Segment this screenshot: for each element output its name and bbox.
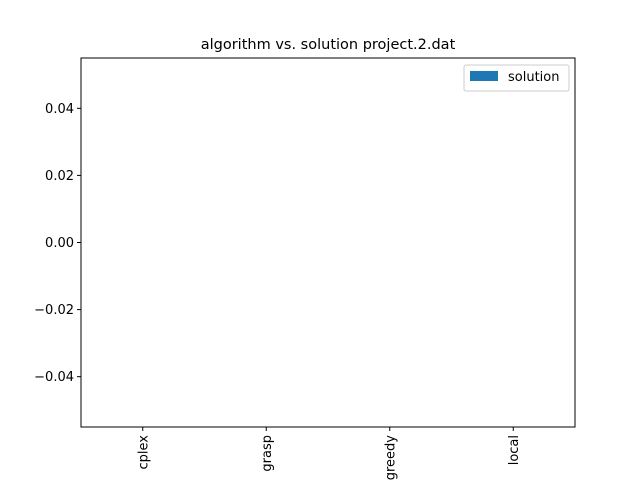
- y-tick-label: 0.02: [45, 169, 74, 184]
- legend: solution: [463, 64, 570, 92]
- legend-swatch-solution: [470, 71, 498, 81]
- y-tick-label: −0.04: [34, 370, 74, 385]
- y-tick-label: −0.02: [34, 303, 74, 318]
- legend-label-solution: solution: [508, 70, 559, 85]
- chart-title: algorithm vs. solution project.2.dat: [201, 37, 456, 53]
- y-axis: 0.04 0.02 0.00 −0.02 −0.04: [34, 102, 81, 385]
- x-tick-label-greedy: greedy: [383, 435, 398, 480]
- x-tick-label-local: local: [507, 435, 522, 465]
- x-tick-label-cplex: cplex: [136, 435, 151, 470]
- y-tick-label: 0.00: [45, 236, 74, 251]
- x-tick-label-grasp: grasp: [260, 435, 275, 472]
- x-axis: cplex grasp greedy local: [136, 427, 522, 480]
- plot-frame: [80, 57, 576, 428]
- y-tick-label: 0.04: [45, 102, 74, 117]
